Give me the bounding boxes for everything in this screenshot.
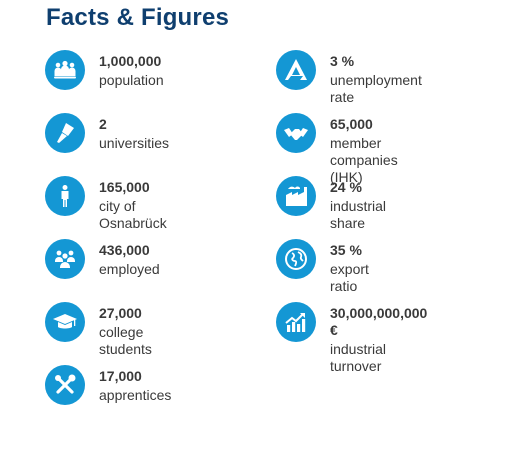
fact-label: industrial turnover bbox=[330, 341, 387, 374]
fact-label: export ratio bbox=[330, 261, 369, 294]
fact-value: 1,000,000 bbox=[99, 53, 162, 69]
fact-label: apprentices bbox=[99, 387, 172, 403]
fact-label: population bbox=[99, 72, 164, 88]
globe-icon bbox=[276, 239, 316, 279]
fact-value: 65,000 bbox=[330, 116, 373, 132]
pen-icon bbox=[45, 113, 85, 153]
group-icon bbox=[45, 239, 85, 279]
fact-value: 24 % bbox=[330, 179, 362, 195]
page-title: Facts & Figures bbox=[46, 4, 230, 31]
fact-label: college students bbox=[99, 324, 152, 357]
fact-label: member companies (IHK) bbox=[330, 135, 398, 185]
fact-value: 17,000 bbox=[99, 368, 142, 384]
tools-icon bbox=[45, 365, 85, 405]
fact-value: 436,000 bbox=[99, 242, 150, 258]
fact-value: 2 bbox=[99, 116, 107, 132]
handshake-icon bbox=[276, 113, 316, 153]
arbeitsagentur-logo-icon bbox=[276, 50, 316, 90]
crowd-icon bbox=[45, 50, 85, 90]
fact-label: unemployment rate bbox=[330, 72, 422, 105]
factory-icon bbox=[276, 176, 316, 216]
fact-label: industrial share bbox=[330, 198, 387, 231]
person-icon bbox=[45, 176, 85, 216]
fact-label: city of Osnabrück bbox=[99, 198, 167, 231]
growth-chart-icon bbox=[276, 302, 316, 342]
graduation-cap-icon bbox=[45, 302, 85, 342]
fact-label: employed bbox=[99, 261, 160, 277]
fact-value: 165,000 bbox=[99, 179, 150, 195]
fact-value: 27,000 bbox=[99, 305, 142, 321]
fact-value: 3 % bbox=[330, 53, 355, 69]
fact-value: 30,000,000,000 € bbox=[330, 305, 428, 338]
fact-value: 35 % bbox=[330, 242, 362, 258]
fact-label: universities bbox=[99, 135, 170, 151]
